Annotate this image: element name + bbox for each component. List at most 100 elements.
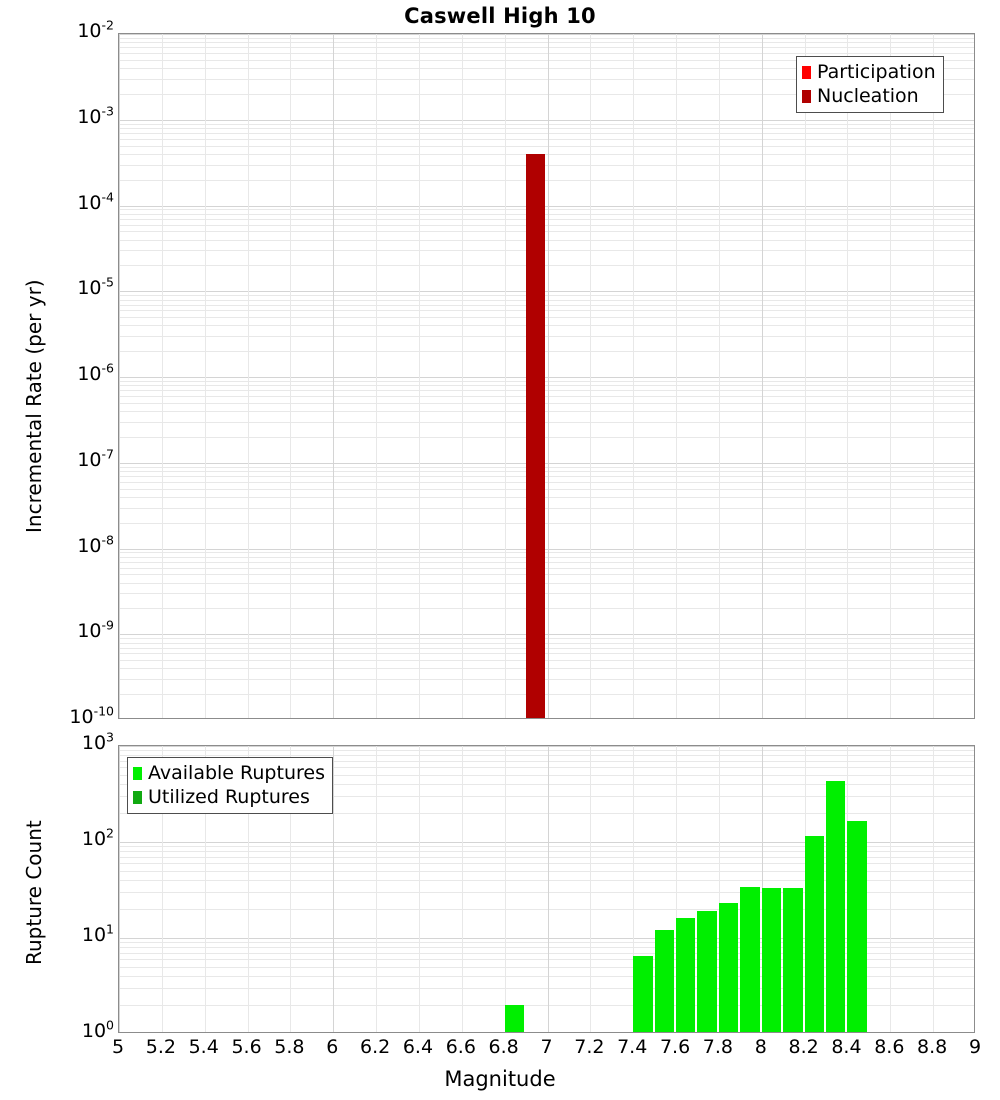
gridline-minor	[119, 846, 974, 848]
gridline-vertical	[290, 34, 292, 718]
gridline-minor	[119, 47, 974, 49]
gridline-minor	[119, 507, 974, 509]
gridline-major	[119, 548, 974, 550]
bar-available-ruptures	[633, 955, 653, 1032]
gridline-minor	[119, 856, 974, 858]
gridline-vertical	[119, 746, 120, 1032]
gridline-minor	[119, 93, 974, 95]
gridline-minor	[119, 642, 974, 644]
x-tick-label: 7.2	[574, 1036, 605, 1058]
x-tick-label: 9	[968, 1036, 982, 1058]
gridline-minor	[119, 133, 974, 135]
incremental-rate-legend: Participation Nucleation	[796, 56, 944, 113]
gridline-vertical	[590, 746, 592, 1032]
y-tick-label: 10-2	[77, 17, 114, 42]
bar-available-ruptures	[654, 930, 675, 1032]
gridline-minor	[119, 421, 974, 423]
gridline-minor	[119, 561, 974, 563]
gridline-vertical	[333, 746, 335, 1032]
rupture-count-y-axis-title: Rupture Count	[22, 820, 46, 965]
gridline-minor	[119, 78, 974, 80]
gridline-minor	[119, 385, 974, 387]
gridline-minor	[119, 153, 974, 155]
gridline-minor	[119, 390, 974, 392]
gridline-minor	[119, 767, 974, 769]
rupture-count-plot-area	[119, 746, 974, 1032]
gridline-vertical	[290, 746, 292, 1032]
gridline-vertical	[890, 746, 892, 1032]
gridline-major	[119, 119, 974, 121]
gridline-minor	[119, 593, 974, 595]
y-tick-label: 10-6	[77, 360, 114, 385]
gridline-minor	[119, 317, 974, 319]
gridline-minor	[119, 755, 974, 757]
gridline-minor	[119, 310, 974, 312]
gridline-minor	[119, 959, 974, 961]
gridline-vertical	[676, 746, 678, 1032]
incremental-rate-y-axis-title: Incremental Rate (per yr)	[22, 279, 46, 533]
bar-available-ruptures	[804, 836, 825, 1032]
x-tick-label: 8.2	[788, 1036, 819, 1058]
x-tick-label: 5	[111, 1036, 125, 1058]
bar-available-ruptures	[676, 918, 696, 1032]
bar-available-ruptures	[826, 781, 846, 1032]
gridline-vertical	[890, 34, 892, 718]
gridline-minor	[119, 522, 974, 524]
gridline-minor	[119, 295, 974, 297]
gridline-vertical	[933, 34, 935, 718]
incremental-rate-plot-area	[119, 34, 974, 718]
gridline-vertical	[633, 34, 635, 718]
gridline-minor	[119, 966, 974, 968]
legend-color-swatch	[133, 790, 142, 804]
gridline-minor	[119, 796, 974, 798]
bar-available-ruptures	[697, 911, 717, 1032]
gridline-minor	[119, 436, 974, 438]
x-tick-label: 5.6	[231, 1036, 262, 1058]
gridline-vertical	[804, 34, 806, 718]
gridline-minor	[119, 325, 974, 327]
gridline-minor	[119, 851, 974, 853]
x-tick-label: 5.4	[188, 1036, 219, 1058]
gridline-minor	[119, 870, 974, 872]
gridline-minor	[119, 304, 974, 306]
x-tick-label: 7.6	[659, 1036, 691, 1058]
gridline-minor	[119, 239, 974, 241]
gridline-vertical	[461, 746, 463, 1032]
gridline-minor	[119, 59, 974, 61]
gridline-minor	[119, 53, 974, 55]
gridline-vertical	[161, 34, 163, 718]
gridline-minor	[119, 760, 974, 762]
gridline-minor	[119, 679, 974, 681]
y-tick-label: 10-10	[69, 703, 114, 728]
gridline-major	[119, 842, 974, 843]
gridline-minor	[119, 863, 974, 865]
gridline-minor	[119, 68, 974, 70]
gridline-minor	[119, 880, 974, 882]
incremental-rate-panel	[118, 33, 975, 719]
x-tick-label: 6.6	[445, 1036, 476, 1058]
y-tick-label: 102	[81, 825, 114, 850]
gridline-vertical	[461, 34, 463, 718]
gridline-minor	[119, 231, 974, 233]
gridline-minor	[119, 336, 974, 338]
gridline-minor	[119, 179, 974, 181]
bar-nucleation	[526, 153, 546, 718]
x-tick-label: 8.4	[831, 1036, 862, 1058]
gridline-major	[119, 291, 974, 293]
legend-item-label: Participation	[817, 60, 936, 83]
gridline-minor	[119, 608, 974, 610]
x-tick-label: 5.8	[274, 1036, 305, 1058]
gridline-major	[119, 462, 974, 464]
gridline-minor	[119, 556, 974, 558]
gridline-major	[119, 938, 974, 939]
gridline-minor	[119, 411, 974, 413]
gridline-minor	[119, 481, 974, 483]
gridline-minor	[119, 128, 974, 130]
gridline-vertical	[333, 34, 335, 718]
bar-available-ruptures	[718, 903, 739, 1032]
gridline-vertical	[418, 746, 420, 1032]
gridline-major	[119, 205, 974, 207]
gridline-minor	[119, 299, 974, 301]
gridline-minor	[119, 750, 974, 752]
